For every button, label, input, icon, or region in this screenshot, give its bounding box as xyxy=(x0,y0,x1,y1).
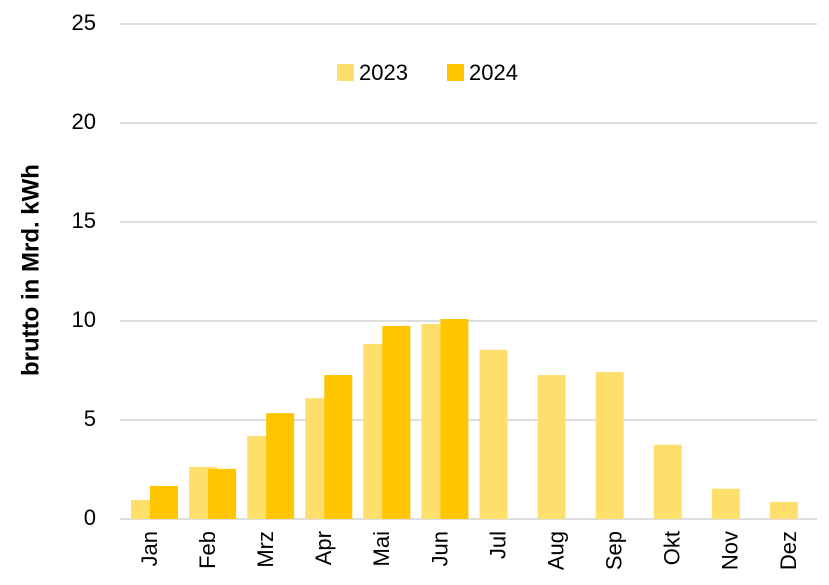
x-tick-label: Mai xyxy=(369,531,394,566)
x-tick-label: Apr xyxy=(311,531,336,565)
bar xyxy=(537,375,566,519)
x-tick-label: Jan xyxy=(137,531,162,566)
bar xyxy=(208,468,237,519)
bar xyxy=(324,375,353,519)
bar xyxy=(595,372,624,519)
y-tick-label: 20 xyxy=(72,109,96,134)
y-tick-label: 10 xyxy=(72,307,96,332)
x-tick-label: Feb xyxy=(195,531,220,569)
bar xyxy=(266,413,295,519)
bar xyxy=(653,444,682,519)
x-tick-label: Sep xyxy=(602,531,627,570)
y-tick-label: 25 xyxy=(72,10,96,35)
x-tick-label: Aug xyxy=(543,531,568,570)
x-tick-label: Jul xyxy=(485,531,510,559)
y-tick-label: 5 xyxy=(84,406,96,431)
legend-label: 2023 xyxy=(359,60,408,85)
bar xyxy=(150,485,178,519)
bar xyxy=(769,501,798,519)
y-tick-label: 0 xyxy=(84,505,96,530)
legend-swatch xyxy=(337,64,354,81)
bar xyxy=(711,488,740,519)
x-tick-label: Mrz xyxy=(253,531,278,568)
x-tick-label: Nov xyxy=(718,531,743,570)
y-axis-label: brutto in Mrd. kWh xyxy=(17,164,44,376)
bar xyxy=(382,325,411,519)
legend-swatch xyxy=(447,64,464,81)
x-tick-label: Jun xyxy=(427,531,452,566)
x-tick-label: Okt xyxy=(660,531,685,565)
bar xyxy=(440,319,469,519)
legend-label: 2024 xyxy=(469,60,518,85)
bar xyxy=(479,349,508,519)
y-tick-label: 15 xyxy=(72,208,96,233)
x-tick-label: Dez xyxy=(776,531,801,570)
